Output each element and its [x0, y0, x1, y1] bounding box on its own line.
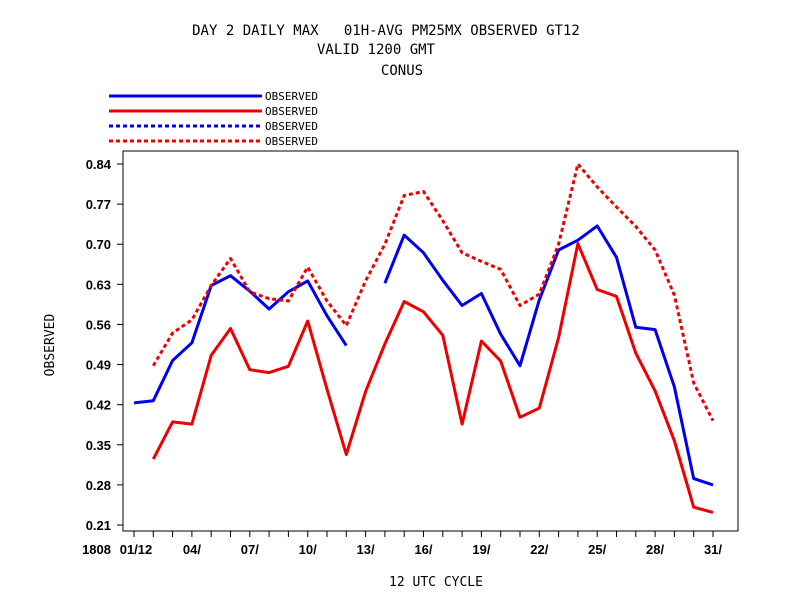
y-tick-label: 0.56 — [86, 317, 111, 332]
y-tick-label: 0.63 — [86, 277, 111, 292]
y-tick-label: 0.35 — [86, 438, 111, 453]
title-line-2: VALID 1200 GMT — [317, 42, 436, 58]
series-line — [152, 162, 715, 422]
x-tick-label: 19/ — [472, 542, 490, 557]
y-tick-label: 0.49 — [86, 358, 111, 373]
x-tick-label: 28/ — [646, 542, 664, 557]
x-tick-label: 16/ — [414, 542, 432, 557]
x-axis: 01/12 04/07/10/13/16/19/22/25/28/31/1808 — [82, 531, 722, 557]
y-axis-title: OBSERVED — [43, 314, 58, 377]
y-axis: 0.21 0.28 0.35 0.42 0.49 0.56 0.63 0.70 0.77 0.84 — [86, 157, 123, 533]
legend-label: OBSERVED — [265, 105, 318, 118]
legend: OBSERVED OBSERVED OBSERVED OBSERVED — [109, 90, 318, 148]
legend-label: OBSERVED — [265, 135, 318, 148]
title-line-3: CONUS — [381, 63, 423, 79]
chart-title: DAY 2 DAILY MAX 01H-AVG PM25MX OBSERVED … — [192, 23, 580, 79]
series-line — [151, 242, 714, 514]
x-tick-label: 13/ — [357, 542, 375, 557]
x-extra-label: 1808 — [82, 542, 111, 557]
legend-label: OBSERVED — [265, 90, 318, 103]
series-line — [383, 224, 714, 487]
y-tick-label: 0.28 — [86, 478, 111, 493]
y-tick-label: 0.70 — [86, 237, 111, 252]
x-tick-label: 04/ — [183, 542, 201, 557]
x-tick-label: 22/ — [530, 542, 548, 557]
x-tick-label: 01/12 — [120, 542, 153, 557]
y-tick-label: 0.77 — [86, 197, 111, 212]
y-tick-label: 0.42 — [86, 398, 111, 413]
series-layer — [133, 162, 715, 514]
x-tick-label: 10/ — [299, 542, 317, 557]
legend-label: OBSERVED — [265, 120, 318, 133]
y-tick-label: 0.84 — [86, 157, 112, 172]
series-line — [133, 274, 348, 405]
x-tick-label: 31/ — [704, 542, 722, 557]
plot-frame — [122, 150, 739, 532]
x-axis-title: 12 UTC CYCLE — [389, 575, 483, 590]
title-line-1: DAY 2 DAILY MAX 01H-AVG PM25MX OBSERVED … — [192, 23, 580, 39]
x-tick-label: 07/ — [241, 542, 259, 557]
y-tick-label: 0.21 — [86, 518, 111, 533]
x-tick-label: 25/ — [588, 542, 606, 557]
